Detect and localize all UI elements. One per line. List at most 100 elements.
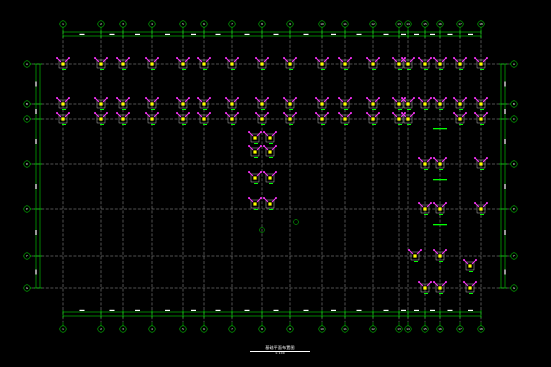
column-stub [320,102,324,106]
footing-pile-mark [401,112,403,114]
footing-pile-mark [315,57,317,59]
axis-bubble-bottom: 4 [151,327,153,331]
footing [338,112,352,124]
column-stub [253,176,257,180]
footing-pile-mark [404,97,406,99]
footing-pile-mark [366,57,368,59]
footing-pile-mark [433,249,435,251]
footing-tag [439,169,443,170]
axis-bubble-top: 7 [231,22,233,26]
column-stub [320,117,324,121]
footing-pile-mark [338,97,340,99]
footing-tag [203,109,207,110]
footing-outline [476,114,486,124]
footing-pile-mark [474,112,476,114]
footing-pile-mark [197,57,199,59]
column-stub [260,117,264,121]
footing-pile-mark [275,131,277,133]
footing-pile-mark [263,145,265,147]
dimension-label [356,33,362,35]
dimension-label [35,184,37,189]
column-stub [406,117,410,121]
column-stub [150,62,154,66]
footing [433,97,447,109]
footing-pile-mark [453,57,455,59]
footing-outline [394,114,404,124]
dimension-label [35,230,37,235]
footing-pile-mark [68,97,70,99]
footing-pile-mark [430,57,432,59]
footing-pile-mark [327,57,329,59]
drawing-title-block: 基础平面布置图 1:100 [250,345,310,355]
footing [116,57,130,69]
column-stub [479,102,483,106]
footing-outline [178,99,188,109]
footing [474,157,488,169]
footing-outline [257,114,267,124]
footing [401,57,415,69]
footing-pile-mark [327,112,329,114]
dimension-label [504,269,506,275]
footing-pile-mark [106,57,108,59]
column-stub [253,202,257,206]
footing-tag [289,69,293,70]
column-stub [230,117,234,121]
footing [145,57,159,69]
footing-pile-mark [197,112,199,114]
footing [225,97,239,109]
footing-tag [424,293,428,294]
column-stub [150,117,154,121]
footing-tag [182,69,186,70]
dimension-label [331,309,336,311]
footing [248,131,262,143]
footing-tag [261,109,265,110]
footing-pile-mark [418,281,420,283]
column-stub [423,162,427,166]
footing-outline [476,99,486,109]
column-stub [320,62,324,66]
footing [392,57,406,69]
footing [401,112,415,124]
footing-tag [480,169,484,170]
footing-tag [151,109,155,110]
axis-bubble-bottom: 2 [100,327,102,331]
footing-pile-mark [267,97,269,99]
column-stub [438,62,442,66]
footing [418,281,432,293]
footing [56,57,70,69]
footing-tag [480,69,484,70]
dimension-label [504,184,506,189]
footing-pile-mark [106,97,108,99]
footing-pile-mark [430,97,432,99]
footing-pile-mark [263,197,265,199]
axis-bubble-right: E [513,207,515,211]
footing [366,97,380,109]
footing [248,145,262,157]
footing-outline [420,204,430,214]
column-stub [202,62,206,66]
dimension-label [135,309,140,311]
footing-tag [439,214,443,215]
footing-tag [231,124,235,125]
footing [338,97,352,109]
drawing-title: 基础平面布置图 [265,345,295,350]
dimension-label [191,309,196,311]
column-stub [181,62,185,66]
footing-tag [372,109,376,110]
column-stub [288,62,292,66]
axis-bubble-top: 12 [371,22,375,26]
footing [474,57,488,69]
footing-tag [372,69,376,70]
axis-bubble-bottom: 13 [397,327,401,331]
footing-pile-mark [237,112,239,114]
footing-pile-mark [350,57,352,59]
footing-pile-mark [418,97,420,99]
column-stub [468,286,472,290]
footing [474,97,488,109]
column-stub [181,102,185,106]
column-stub [61,117,65,121]
footing-pile-mark [445,281,447,283]
footing-pile-mark [378,97,380,99]
axis-bubble-bottom: 17 [458,327,462,331]
footing [176,112,190,124]
